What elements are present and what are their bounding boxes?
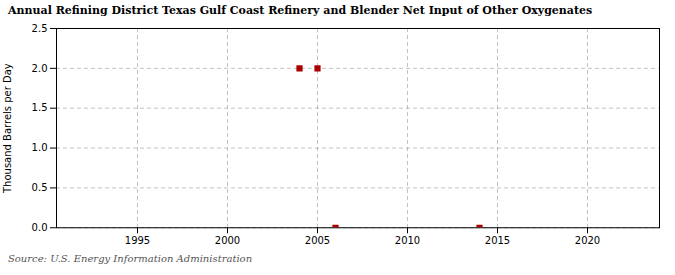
svg-text:2005: 2005 xyxy=(305,235,330,246)
svg-text:0.5: 0.5 xyxy=(32,182,48,193)
svg-text:1.0: 1.0 xyxy=(32,142,48,153)
svg-text:2.5: 2.5 xyxy=(32,22,48,33)
svg-text:2015: 2015 xyxy=(485,235,510,246)
html-text:Annual Refining District Texas: Annual Refining District Texas Gulf Coas… xyxy=(8,4,593,17)
svg-text:1995: 1995 xyxy=(125,235,150,246)
svg-text:Thousand Barrels per Day: Thousand Barrels per Day xyxy=(2,63,13,194)
svg-text:2.0: 2.0 xyxy=(32,62,48,73)
svg-text:0.0: 0.0 xyxy=(32,222,48,233)
html-text:Source: U.S. Energy Informatio: Source: U.S. Energy Information Administ… xyxy=(8,253,253,264)
svg-text:2020: 2020 xyxy=(575,235,600,246)
svg-text:2010: 2010 xyxy=(395,235,420,246)
svg-text:2000: 2000 xyxy=(215,235,240,246)
svg-text:1.5: 1.5 xyxy=(32,102,48,113)
